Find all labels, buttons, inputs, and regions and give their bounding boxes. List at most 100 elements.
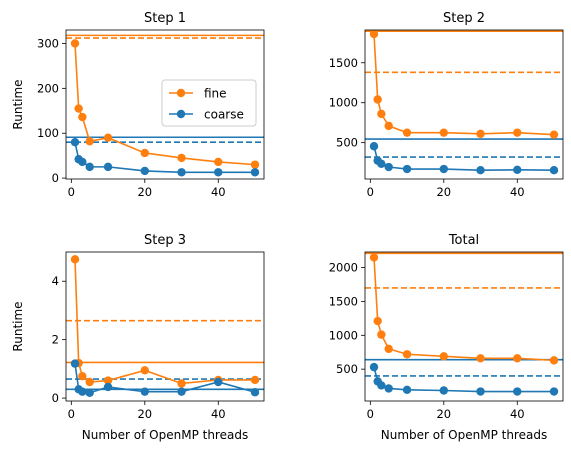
fine-point bbox=[103, 133, 113, 142]
legend-coarse-label: coarse bbox=[204, 108, 244, 122]
legend: fine coarse bbox=[161, 79, 257, 127]
legend-fine-label: fine bbox=[204, 87, 227, 101]
fine-point bbox=[402, 350, 412, 359]
coarse-point bbox=[103, 162, 113, 172]
coarse-point bbox=[513, 165, 522, 175]
fine-point bbox=[384, 121, 393, 131]
fine-series-line bbox=[373, 257, 555, 362]
coarse-point bbox=[177, 387, 186, 396]
subplot-title: Step 2 bbox=[443, 11, 485, 26]
x-tick-label: 20 bbox=[436, 407, 451, 421]
y-tick-label: 200 bbox=[37, 81, 59, 95]
x-tick-label: 40 bbox=[211, 185, 226, 199]
coarse-point bbox=[369, 362, 379, 372]
fine-point bbox=[513, 354, 522, 363]
fine-point bbox=[177, 379, 186, 388]
legend-coarse-marker bbox=[176, 109, 186, 119]
y-tick-label: 1000 bbox=[329, 96, 358, 110]
fine-series-line bbox=[373, 33, 555, 136]
coarse-point bbox=[476, 387, 485, 396]
x-tick-label: 20 bbox=[436, 185, 451, 199]
coarse-point bbox=[439, 164, 448, 174]
x-tick-label: 0 bbox=[68, 407, 75, 421]
y-tick-label: 500 bbox=[336, 136, 358, 150]
legend-fine-marker bbox=[176, 88, 186, 98]
coarse-point bbox=[384, 162, 393, 172]
subplot-title: Step 3 bbox=[144, 233, 186, 248]
fine-point bbox=[250, 375, 260, 385]
x-tick-label: 40 bbox=[510, 407, 525, 421]
coarse-point bbox=[549, 166, 559, 175]
fine-point bbox=[369, 253, 379, 262]
coarse-point bbox=[70, 137, 80, 147]
axes-frame bbox=[364, 251, 564, 402]
coarse-point bbox=[476, 166, 485, 175]
coarse-point bbox=[402, 385, 412, 395]
coarse-point bbox=[369, 142, 379, 151]
fine-point bbox=[439, 352, 448, 361]
y-tick-label: 1000 bbox=[329, 328, 358, 342]
y-tick-label: 0 bbox=[52, 171, 59, 185]
fine-point bbox=[476, 354, 485, 363]
coarse-point bbox=[377, 159, 386, 169]
fine-point bbox=[476, 129, 485, 139]
coarse-point bbox=[85, 162, 94, 172]
coarse-point bbox=[78, 387, 87, 396]
x-tick-label: 40 bbox=[510, 185, 525, 199]
fine-point bbox=[549, 130, 559, 139]
x-tick-label: 0 bbox=[367, 185, 374, 199]
y-tick-label: 2 bbox=[52, 333, 59, 347]
subplot-step-2: Step 2 0 20 40 500 1000 1500 bbox=[329, 11, 564, 199]
fine-point bbox=[384, 344, 393, 354]
fine-point bbox=[513, 128, 522, 137]
coarse-point bbox=[549, 387, 559, 396]
subplot-step-3: Step 3 Runtime Number of OpenMP threads 0 2 0… bbox=[11, 233, 265, 442]
fine-point bbox=[373, 95, 382, 104]
coarse-point bbox=[140, 387, 149, 396]
coarse-point bbox=[177, 168, 186, 177]
fine-point bbox=[70, 255, 80, 264]
fine-point bbox=[85, 377, 94, 387]
subplot-step-1: Step 1 Runtime 0 20 40 0 100 200 300 fine coarse bbox=[11, 11, 265, 199]
coarse-point bbox=[214, 377, 223, 387]
coarse-series-line bbox=[74, 142, 255, 174]
coarse-point bbox=[377, 381, 386, 390]
plot-area bbox=[66, 34, 264, 177]
fine-point bbox=[250, 160, 260, 169]
fine-point bbox=[85, 137, 94, 146]
y-tick-label: 1500 bbox=[329, 56, 358, 70]
y-axis-label: Runtime bbox=[11, 301, 25, 351]
coarse-point bbox=[214, 168, 223, 177]
axes-frame bbox=[65, 251, 265, 402]
x-axis-label: Number of OpenMP threads bbox=[381, 428, 547, 442]
subplot-title: Total bbox=[448, 233, 479, 248]
axes-frame bbox=[65, 29, 265, 180]
coarse-point bbox=[402, 164, 412, 174]
coarse-point bbox=[103, 382, 113, 392]
coarse-point bbox=[250, 168, 260, 177]
coarse-series-line bbox=[373, 366, 554, 393]
coarse-point bbox=[250, 388, 260, 397]
fine-point bbox=[402, 128, 412, 137]
fine-point bbox=[377, 109, 386, 119]
x-axis-label: Number of OpenMP threads bbox=[82, 428, 248, 442]
coarse-series-line bbox=[373, 146, 555, 172]
coarse-point bbox=[439, 386, 448, 395]
fine-point bbox=[103, 376, 113, 385]
y-tick-label: 0 bbox=[52, 391, 59, 405]
fine-point bbox=[214, 157, 223, 167]
fine-point bbox=[177, 153, 186, 163]
fine-point bbox=[439, 128, 448, 137]
subplot-title: Step 1 bbox=[144, 11, 186, 26]
axes-frame bbox=[364, 29, 564, 180]
coarse-point bbox=[70, 359, 80, 368]
fine-point bbox=[549, 356, 559, 365]
x-tick-label: 20 bbox=[137, 185, 152, 199]
fine-point bbox=[369, 30, 379, 39]
coarse-point bbox=[513, 387, 522, 396]
y-tick-label: 300 bbox=[37, 36, 59, 50]
fine-point bbox=[140, 366, 149, 375]
coarse-point bbox=[78, 157, 87, 167]
y-tick-label: 100 bbox=[37, 126, 59, 140]
